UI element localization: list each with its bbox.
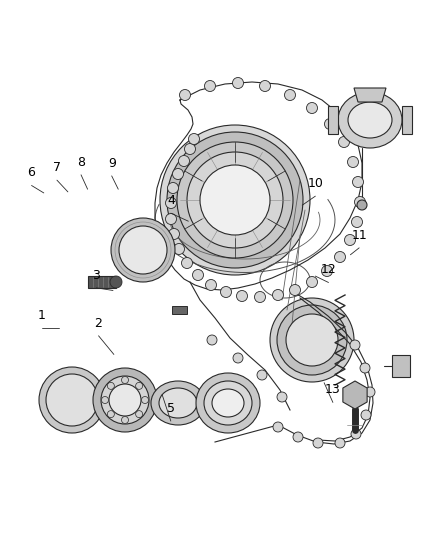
Polygon shape bbox=[354, 88, 386, 102]
Text: 11: 11 bbox=[351, 229, 367, 242]
Ellipse shape bbox=[101, 376, 149, 424]
Ellipse shape bbox=[46, 374, 98, 426]
Circle shape bbox=[285, 90, 296, 101]
Text: 9: 9 bbox=[108, 157, 116, 170]
Ellipse shape bbox=[286, 314, 338, 366]
Circle shape bbox=[307, 277, 318, 287]
Ellipse shape bbox=[119, 226, 167, 274]
Text: 1: 1 bbox=[38, 309, 46, 322]
Circle shape bbox=[307, 102, 318, 114]
Circle shape bbox=[205, 80, 215, 92]
Circle shape bbox=[167, 182, 179, 193]
Circle shape bbox=[192, 270, 204, 280]
Ellipse shape bbox=[159, 388, 197, 418]
Polygon shape bbox=[343, 381, 367, 409]
Ellipse shape bbox=[204, 381, 252, 425]
Ellipse shape bbox=[348, 102, 392, 138]
Circle shape bbox=[169, 229, 180, 239]
Circle shape bbox=[179, 156, 190, 166]
Circle shape bbox=[257, 370, 267, 380]
Text: 12: 12 bbox=[321, 263, 336, 277]
Circle shape bbox=[353, 176, 364, 188]
Circle shape bbox=[180, 90, 191, 101]
Circle shape bbox=[173, 168, 184, 180]
Circle shape bbox=[233, 353, 243, 363]
Ellipse shape bbox=[160, 125, 310, 275]
Circle shape bbox=[351, 429, 361, 439]
Circle shape bbox=[361, 410, 371, 420]
Circle shape bbox=[166, 214, 177, 224]
Circle shape bbox=[166, 198, 177, 208]
Circle shape bbox=[254, 292, 265, 303]
Circle shape bbox=[339, 136, 350, 148]
Circle shape bbox=[102, 397, 109, 403]
Text: 10: 10 bbox=[307, 177, 323, 190]
Ellipse shape bbox=[200, 165, 270, 235]
Ellipse shape bbox=[151, 381, 205, 425]
Circle shape bbox=[352, 216, 363, 228]
Circle shape bbox=[107, 382, 114, 390]
Circle shape bbox=[141, 397, 148, 403]
Circle shape bbox=[313, 438, 323, 448]
Circle shape bbox=[121, 416, 128, 424]
Circle shape bbox=[121, 376, 128, 384]
Text: 6: 6 bbox=[28, 166, 35, 180]
Circle shape bbox=[321, 265, 332, 277]
Circle shape bbox=[357, 200, 367, 210]
Ellipse shape bbox=[109, 384, 141, 416]
Text: 8: 8 bbox=[77, 156, 85, 169]
Circle shape bbox=[354, 197, 365, 207]
Circle shape bbox=[293, 432, 303, 442]
Ellipse shape bbox=[270, 298, 354, 382]
Ellipse shape bbox=[111, 218, 175, 282]
Circle shape bbox=[290, 285, 300, 295]
Ellipse shape bbox=[196, 373, 260, 433]
Circle shape bbox=[136, 410, 143, 418]
Circle shape bbox=[173, 244, 184, 254]
Circle shape bbox=[188, 133, 199, 144]
Text: 3: 3 bbox=[92, 269, 100, 282]
Ellipse shape bbox=[167, 132, 303, 268]
Text: 5: 5 bbox=[167, 402, 175, 415]
Ellipse shape bbox=[39, 367, 105, 433]
Ellipse shape bbox=[93, 368, 157, 432]
Text: 7: 7 bbox=[53, 161, 61, 174]
Circle shape bbox=[365, 387, 375, 397]
Polygon shape bbox=[328, 106, 338, 134]
Ellipse shape bbox=[177, 142, 293, 258]
Circle shape bbox=[347, 157, 358, 167]
Circle shape bbox=[325, 118, 336, 130]
Circle shape bbox=[277, 392, 287, 402]
Circle shape bbox=[110, 276, 122, 288]
Circle shape bbox=[259, 80, 271, 92]
Circle shape bbox=[237, 290, 247, 302]
Circle shape bbox=[136, 382, 143, 390]
Polygon shape bbox=[88, 276, 116, 288]
Circle shape bbox=[207, 335, 217, 345]
Polygon shape bbox=[172, 306, 187, 314]
Text: 13: 13 bbox=[325, 383, 341, 397]
Circle shape bbox=[335, 438, 345, 448]
Text: 2: 2 bbox=[95, 317, 102, 330]
Ellipse shape bbox=[338, 92, 402, 148]
Polygon shape bbox=[402, 106, 412, 134]
Circle shape bbox=[360, 363, 370, 373]
Text: 4: 4 bbox=[167, 194, 175, 207]
Circle shape bbox=[184, 143, 195, 155]
Circle shape bbox=[181, 257, 192, 269]
Circle shape bbox=[272, 289, 283, 301]
Circle shape bbox=[233, 77, 244, 88]
Bar bbox=[392, 355, 410, 377]
Circle shape bbox=[335, 252, 346, 262]
Ellipse shape bbox=[212, 389, 244, 417]
Circle shape bbox=[350, 340, 360, 350]
Circle shape bbox=[220, 287, 232, 297]
Ellipse shape bbox=[277, 305, 347, 375]
Circle shape bbox=[273, 422, 283, 432]
Circle shape bbox=[205, 279, 216, 290]
Ellipse shape bbox=[187, 152, 283, 248]
Circle shape bbox=[107, 410, 114, 418]
Circle shape bbox=[345, 235, 356, 246]
